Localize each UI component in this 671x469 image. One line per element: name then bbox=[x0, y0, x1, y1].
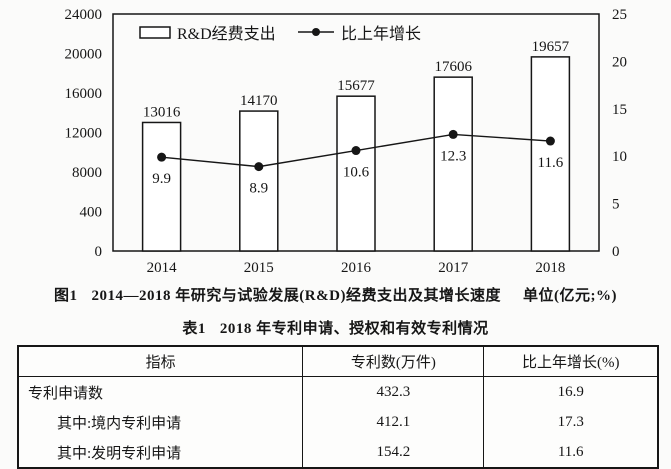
table-row: 其中:境内专利申请 412.1 17.3 bbox=[17, 407, 659, 437]
x-axis-label: 2014 bbox=[147, 260, 178, 276]
line-value-label: 8.9 bbox=[249, 181, 268, 197]
line-point bbox=[448, 129, 458, 139]
table-title: 表1 2018 年专利申请、授权和有效专利情况 bbox=[0, 317, 671, 338]
chart-caption-units: 单位(亿元;%) bbox=[522, 288, 617, 304]
cell-growth: 11.6 bbox=[483, 437, 659, 468]
left-axis-tick-label: 8000 bbox=[72, 165, 102, 181]
bar-2018 bbox=[530, 56, 571, 252]
line-point bbox=[545, 136, 555, 146]
bar-value-label: 15677 bbox=[337, 78, 375, 94]
chart-caption-title: 2014—2018 年研究与试验发展(R&D)经费支出及其增长速度 bbox=[91, 288, 501, 304]
chart-canvas: 2400020000160001200080004000252015105013… bbox=[65, 7, 628, 276]
chart-caption-label: 图1 bbox=[54, 288, 78, 304]
chart-legend: R&D经费支出 比上年增长 bbox=[139, 25, 421, 43]
left-axis-tick-label: 400 bbox=[80, 205, 103, 221]
bar-2014 bbox=[141, 121, 182, 252]
header-growth: 比上年增长(%) bbox=[483, 346, 659, 377]
line-point bbox=[254, 162, 264, 172]
line-value-label: 9.9 bbox=[152, 171, 171, 187]
patent-table: 指标 专利数(万件) 比上年增长(%) 专利申请数 432.3 16.9 其中:… bbox=[17, 345, 659, 469]
cell-indicator: 其中:发明专利申请 bbox=[17, 437, 304, 468]
right-axis-tick-label: 5 bbox=[612, 197, 620, 213]
table-title-label: 表1 bbox=[182, 321, 206, 337]
legend-line-label: 比上年增长 bbox=[341, 25, 421, 43]
left-axis-tick-label: 16000 bbox=[65, 86, 103, 102]
x-axis-label: 2018 bbox=[535, 260, 565, 276]
table-header-row: 指标 专利数(万件) 比上年增长(%) bbox=[17, 346, 659, 377]
bar-2016 bbox=[336, 95, 376, 252]
line-value-label: 11.6 bbox=[538, 155, 564, 171]
rd-expenditure-chart: 24000 20000 16000 12000 8000 400 0 25 20 15 10 5 0 13… bbox=[0, 7, 671, 305]
bar-value-label: 17606 bbox=[434, 59, 472, 75]
legend-line-dot bbox=[312, 28, 320, 36]
right-axis-tick-label: 15 bbox=[612, 102, 627, 118]
line-value-label: 10.6 bbox=[343, 165, 370, 181]
table-title-text: 2018 年专利申请、授权和有效专利情况 bbox=[219, 321, 489, 337]
cell-count: 154.2 bbox=[302, 437, 485, 468]
bar-2017 bbox=[433, 76, 473, 252]
table-row: 专利申请数 432.3 16.9 bbox=[17, 376, 659, 407]
cell-indicator: 其中:境内专利申请 bbox=[17, 407, 304, 437]
line-point bbox=[157, 152, 167, 162]
line-value-label: 12.3 bbox=[440, 148, 466, 164]
cell-count: 432.3 bbox=[302, 376, 485, 407]
x-axis-label: 2016 bbox=[341, 260, 372, 276]
header-count: 专利数(万件) bbox=[302, 346, 485, 377]
cell-growth: 17.3 bbox=[483, 407, 659, 437]
left-axis-tick-label: 20000 bbox=[65, 47, 103, 63]
header-indicator: 指标 bbox=[17, 346, 304, 377]
right-axis-tick-label: 20 bbox=[612, 54, 627, 70]
bar-value-label: 14170 bbox=[240, 93, 278, 109]
right-axis-tick-label: 10 bbox=[612, 149, 627, 165]
cell-count: 412.1 bbox=[302, 407, 485, 437]
left-axis-tick-label: 24000 bbox=[65, 7, 103, 23]
legend-bar-label: R&D经费支出 bbox=[177, 25, 276, 43]
x-axis-label: 2017 bbox=[438, 260, 469, 276]
bar-2015 bbox=[239, 110, 279, 252]
right-axis-tick-label: 0 bbox=[612, 244, 620, 260]
scanned-statistics-page: 24000 20000 16000 12000 8000 400 0 25 20 15 10 5 0 13… bbox=[0, 7, 671, 469]
right-axis-tick-label: 25 bbox=[612, 7, 627, 23]
cell-growth: 16.9 bbox=[483, 376, 659, 407]
chart-caption: 图1 2014—2018 年研究与试验发展(R&D)经费支出及其增长速度 单位(亿元… bbox=[0, 284, 671, 305]
legend-bar-swatch bbox=[139, 26, 171, 39]
left-axis-tick-label: 12000 bbox=[65, 126, 103, 142]
cell-indicator: 专利申请数 bbox=[17, 376, 304, 407]
table-row: 其中:发明专利申请 154.2 11.6 bbox=[17, 437, 659, 468]
bar-value-label: 19657 bbox=[532, 39, 570, 55]
x-axis-label: 2015 bbox=[244, 260, 274, 276]
left-axis-tick-label: 0 bbox=[95, 244, 103, 260]
line-point bbox=[351, 146, 361, 156]
bar-value-label: 13016 bbox=[143, 104, 181, 120]
